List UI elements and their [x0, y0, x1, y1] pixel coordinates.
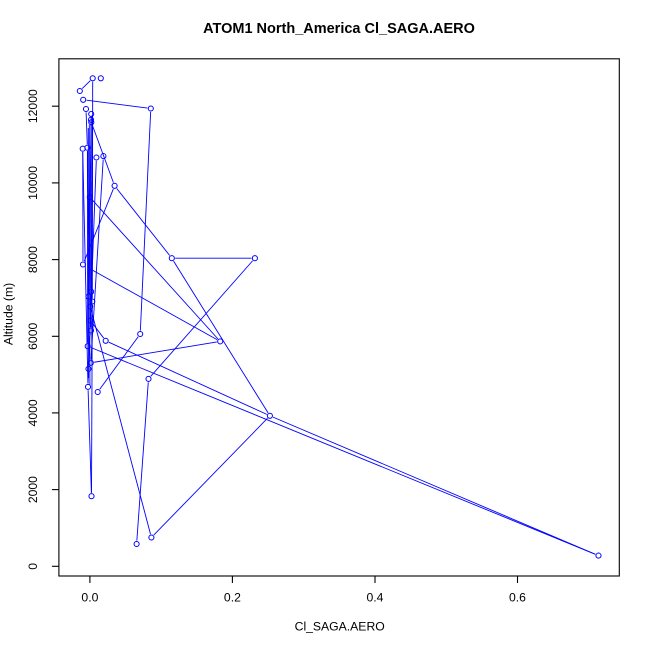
- svg-text:8000: 8000: [26, 246, 40, 273]
- svg-text:12000: 12000: [26, 89, 40, 123]
- svg-text:10000: 10000: [26, 166, 40, 200]
- svg-text:0.6: 0.6: [509, 591, 526, 605]
- svg-text:0.2: 0.2: [224, 591, 241, 605]
- svg-text:ATOM1 North_America Cl_SAGA.AE: ATOM1 North_America Cl_SAGA.AERO: [203, 21, 475, 37]
- svg-text:Cl_SAGA.AERO: Cl_SAGA.AERO: [295, 620, 385, 634]
- svg-text:0.0: 0.0: [81, 591, 98, 605]
- svg-text:6000: 6000: [26, 323, 40, 350]
- svg-text:4000: 4000: [26, 399, 40, 426]
- svg-text:Altitude (m): Altitude (m): [2, 283, 16, 345]
- svg-text:0: 0: [26, 563, 40, 570]
- svg-text:0.4: 0.4: [367, 591, 384, 605]
- svg-text:2000: 2000: [26, 476, 40, 503]
